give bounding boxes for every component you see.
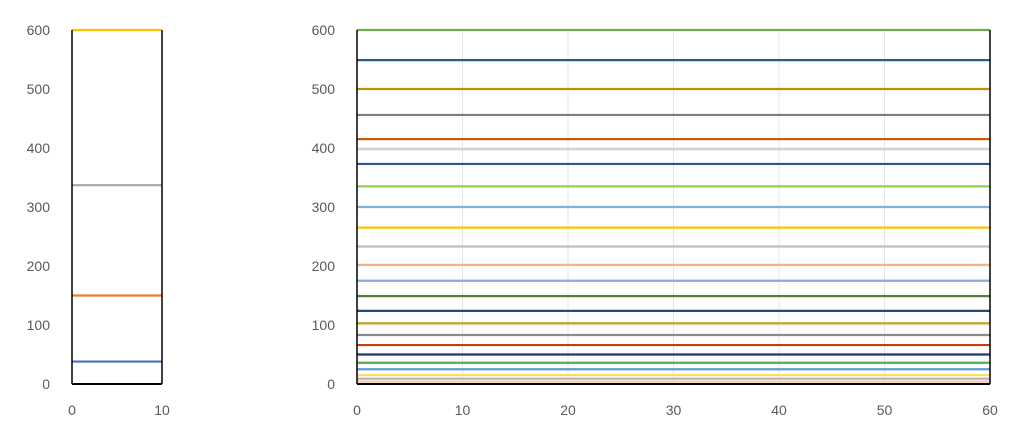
x-tick-label-6: 60 [982,402,998,418]
x-tick-label-4: 40 [771,402,787,418]
x-tick-label-0: 0 [353,402,361,418]
x-tick-label-1: 10 [154,402,170,418]
x-tick-label-3: 30 [666,402,682,418]
y-tick-label-3: 300 [27,199,51,215]
y-tick-label-6: 600 [27,22,51,38]
y-tick-label-1: 100 [312,317,336,333]
chart-left: 0 100 200 300 400 500 600 0 10 [27,22,170,418]
x-tick-label-5: 50 [877,402,893,418]
y-tick-label-0: 0 [42,376,50,392]
y-tick-label-5: 500 [27,81,51,97]
x-tick-label-0: 0 [68,402,76,418]
x-tick-label-1: 10 [455,402,471,418]
x-tick-label-2: 20 [560,402,576,418]
y-tick-label-5: 500 [312,81,336,97]
y-tick-label-1: 100 [27,317,51,333]
chart-right: 0 100 200 300 400 500 600 0 10 20 30 40 50 60 [312,22,998,418]
y-tick-label-6: 600 [312,22,336,38]
y-tick-label-4: 400 [27,140,51,156]
y-tick-label-3: 300 [312,199,336,215]
y-tick-label-0: 0 [327,376,335,392]
y-tick-label-2: 200 [312,258,336,274]
y-tick-label-2: 200 [27,258,51,274]
y-tick-label-4: 400 [312,140,336,156]
